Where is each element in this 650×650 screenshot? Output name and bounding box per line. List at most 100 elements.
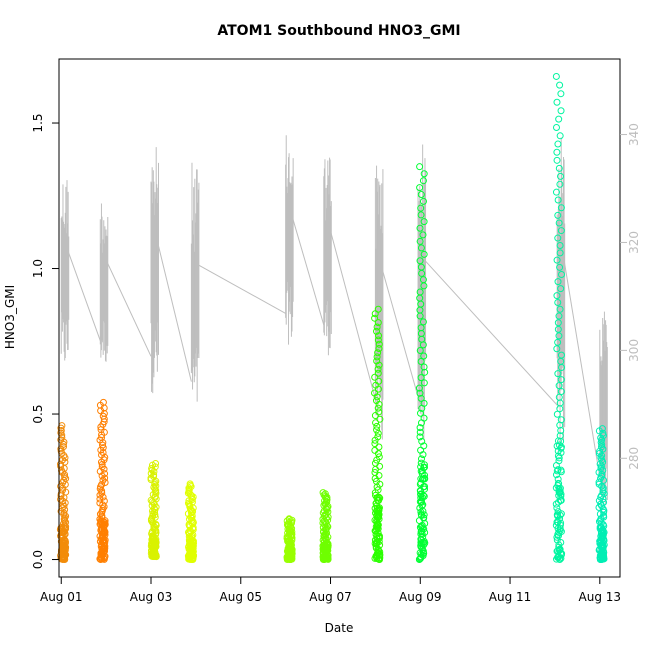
data-point	[555, 164, 563, 172]
y-axis-label: HNO3_GMI	[3, 285, 17, 349]
point-cluster	[56, 422, 70, 564]
data-point	[419, 318, 427, 326]
data-point	[416, 428, 424, 436]
data-point	[99, 531, 107, 539]
data-point	[419, 231, 427, 239]
data-point	[554, 370, 562, 378]
data-point	[420, 399, 428, 407]
data-point	[595, 450, 603, 458]
data-point	[556, 305, 564, 313]
data-point	[188, 494, 196, 502]
data-point	[556, 489, 564, 497]
data-point	[420, 250, 428, 258]
secondary-connector	[198, 264, 286, 314]
x-tick-label: Aug 03	[130, 590, 173, 604]
data-point	[371, 373, 379, 381]
data-point	[420, 414, 428, 422]
y-tick-label: 1.0	[31, 259, 45, 278]
data-point	[416, 480, 424, 488]
data-point	[554, 196, 562, 204]
data-point	[599, 466, 607, 474]
data-point	[555, 393, 563, 401]
data-point	[553, 98, 561, 106]
data-point	[416, 224, 424, 232]
data-point	[554, 338, 562, 346]
secondary-cluster	[107, 147, 160, 394]
data-point	[553, 536, 561, 544]
data-point	[597, 443, 605, 451]
data-point	[420, 363, 428, 371]
data-point	[554, 479, 562, 487]
data-point	[57, 495, 65, 503]
data-point	[375, 443, 383, 451]
data-point	[60, 443, 68, 451]
secondary-cluster	[67, 203, 109, 362]
data-point	[420, 541, 428, 549]
point-cluster	[96, 398, 109, 564]
data-point	[420, 464, 428, 472]
data-point	[375, 345, 383, 353]
data-point	[375, 453, 383, 461]
data-point	[373, 426, 381, 434]
data-point	[555, 457, 563, 465]
data-point	[417, 463, 425, 471]
data-point	[417, 475, 425, 483]
data-point	[556, 241, 564, 249]
secondary-cluster	[198, 135, 294, 345]
data-point	[322, 525, 330, 533]
data-point	[59, 456, 67, 464]
data-point	[554, 319, 562, 327]
data-point	[419, 177, 427, 185]
data-point	[418, 467, 426, 475]
point-cluster	[595, 425, 608, 564]
data-point	[557, 444, 565, 452]
data-point	[420, 218, 428, 226]
x-tick-label: Aug 11	[489, 590, 532, 604]
data-point	[553, 148, 561, 156]
data-point	[98, 463, 106, 471]
data-point	[100, 549, 108, 557]
secondary-cluster	[382, 144, 427, 440]
data-point	[374, 549, 382, 557]
data-point	[419, 276, 427, 284]
data-point	[185, 529, 193, 537]
data-point	[285, 546, 293, 554]
data-point	[99, 476, 107, 484]
data-point	[184, 499, 192, 507]
data-point	[151, 543, 159, 551]
data-point	[418, 437, 426, 445]
data-point	[557, 388, 565, 396]
y-tick-label: 0.5	[31, 404, 45, 423]
data-point	[374, 521, 382, 529]
data-point	[416, 257, 424, 265]
point-cluster	[552, 72, 566, 564]
data-point	[557, 227, 565, 235]
data-point	[100, 520, 108, 528]
data-point	[372, 397, 380, 405]
point-cluster	[283, 515, 296, 564]
point-cluster	[319, 489, 332, 564]
data-point	[420, 352, 428, 360]
data-point	[322, 542, 330, 550]
data-point	[372, 543, 380, 551]
data-point	[417, 204, 425, 212]
data-point	[597, 532, 605, 540]
data-point	[373, 520, 381, 528]
data-point	[375, 537, 383, 545]
data-point	[553, 410, 561, 418]
data-point	[421, 485, 429, 493]
data-point	[372, 419, 380, 427]
data-point	[557, 416, 565, 424]
y2-tick-label: 300	[627, 339, 641, 362]
data-point	[557, 490, 565, 498]
data-point	[417, 409, 425, 417]
data-point	[416, 346, 424, 354]
data-point	[555, 115, 563, 123]
y2-tick-label: 320	[627, 231, 641, 254]
data-point	[373, 323, 381, 331]
secondary-cluster	[424, 137, 566, 445]
data-point	[416, 424, 424, 432]
secondary-connector	[330, 232, 376, 400]
data-point	[420, 492, 428, 500]
x-tick-label: Aug 07	[309, 590, 352, 604]
